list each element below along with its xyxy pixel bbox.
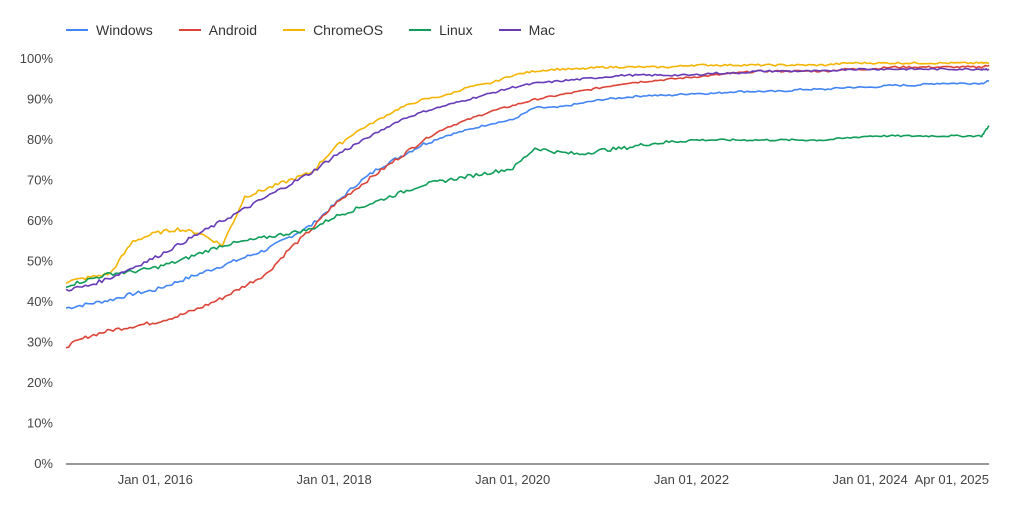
legend-label-chromeos: ChromeOS — [313, 22, 384, 38]
legend-label-linux: Linux — [439, 22, 473, 38]
legend-swatch-android — [178, 29, 201, 31]
legend-swatch-windows — [66, 29, 88, 31]
legend-item-linux[interactable]: Linux — [409, 22, 473, 38]
legend-swatch-linux — [409, 29, 432, 31]
legend-label-android: Android — [208, 22, 258, 38]
series-line-linux[interactable] — [65, 125, 990, 289]
legend-swatch-chromeos — [283, 29, 306, 31]
legend: Windows Android ChromeOS Linux Mac — [66, 22, 555, 38]
y-tick-label: 50% — [27, 254, 53, 269]
legend-item-android[interactable]: Android — [178, 22, 258, 38]
legend-label-windows: Windows — [96, 22, 153, 38]
legend-item-chromeos[interactable]: ChromeOS — [283, 22, 383, 38]
x-tick-label: Jan 01, 2018 — [297, 472, 372, 487]
x-tick-label: Jan 01, 2022 — [654, 472, 729, 487]
y-tick-label: 10% — [27, 416, 53, 431]
series-line-mac[interactable] — [65, 67, 990, 292]
x-tick-label: Apr 01, 2025 — [915, 472, 989, 487]
y-tick-label: 20% — [27, 375, 53, 390]
series-line-windows[interactable] — [65, 80, 990, 310]
legend-swatch-mac — [498, 29, 521, 31]
legend-item-windows[interactable]: Windows — [66, 22, 153, 38]
y-tick-label: 100% — [20, 51, 54, 66]
y-tick-label: 0% — [34, 456, 53, 471]
legend-item-mac[interactable]: Mac — [498, 22, 556, 38]
legend-label-mac: Mac — [528, 22, 556, 38]
y-tick-label: 40% — [27, 294, 53, 309]
y-tick-label: 30% — [27, 335, 53, 350]
series-line-chromeos[interactable] — [65, 61, 990, 284]
x-tick-label: Jan 01, 2020 — [475, 472, 550, 487]
x-tick-label: Jan 01, 2016 — [118, 472, 193, 487]
y-tick-label: 70% — [27, 173, 53, 188]
y-tick-label: 80% — [27, 132, 53, 147]
y-tick-label: 60% — [27, 213, 53, 228]
series-line-android[interactable] — [65, 64, 990, 349]
y-tick-label: 90% — [27, 92, 53, 107]
x-tick-label: Jan 01, 2024 — [833, 472, 908, 487]
